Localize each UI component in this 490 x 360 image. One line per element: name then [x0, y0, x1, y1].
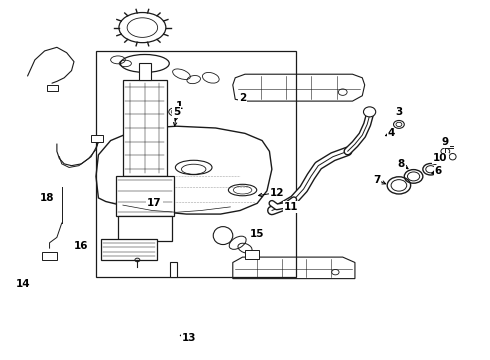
Bar	[139, 63, 151, 80]
Bar	[101, 239, 157, 260]
Bar	[123, 80, 167, 176]
Bar	[91, 135, 103, 141]
Bar	[42, 252, 57, 260]
Bar	[118, 216, 172, 241]
Text: 7: 7	[373, 175, 381, 185]
Text: 15: 15	[250, 229, 265, 239]
Bar	[170, 262, 176, 277]
Bar	[116, 176, 174, 216]
Text: 13: 13	[182, 333, 196, 343]
Text: 10: 10	[433, 153, 448, 163]
Text: 6: 6	[434, 166, 441, 176]
Bar	[47, 85, 58, 91]
Text: 16: 16	[74, 241, 89, 251]
Text: 1: 1	[175, 102, 183, 112]
Text: 4: 4	[388, 129, 395, 138]
Text: 5: 5	[173, 107, 180, 117]
Text: 14: 14	[15, 279, 30, 289]
Text: 3: 3	[395, 107, 403, 117]
Bar	[96, 51, 296, 277]
Text: 9: 9	[442, 138, 449, 147]
Text: 2: 2	[239, 93, 246, 103]
Text: 12: 12	[270, 188, 284, 198]
Bar	[245, 250, 259, 259]
Text: 18: 18	[40, 193, 54, 203]
Text: 17: 17	[147, 198, 162, 208]
Text: 8: 8	[398, 159, 405, 169]
Text: 11: 11	[284, 202, 299, 212]
Ellipse shape	[364, 107, 376, 117]
